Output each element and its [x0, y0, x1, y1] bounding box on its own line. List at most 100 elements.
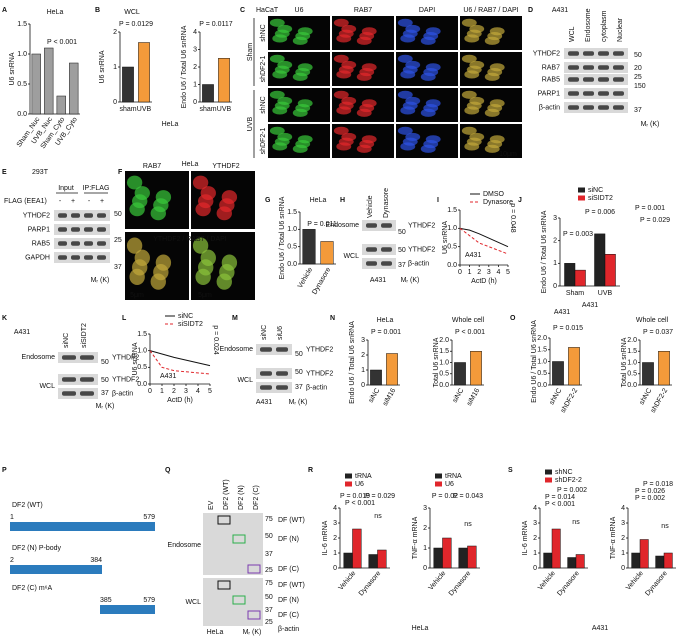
cell-signal	[489, 63, 505, 72]
fraction-label: Endosome	[326, 222, 360, 229]
p-value: P = 0.019	[340, 493, 370, 500]
box	[217, 515, 231, 525]
chart-title: Whole cell	[636, 317, 669, 324]
band	[381, 223, 392, 228]
panel-letter: L	[122, 315, 127, 322]
band	[381, 247, 392, 252]
column-label: siU6	[277, 326, 284, 340]
p-value: P = 0.015	[553, 325, 583, 332]
column-label: RAB7	[354, 7, 372, 14]
y-tick-label: 1.5	[627, 348, 637, 355]
y-tick-label: 0.0	[137, 381, 147, 388]
mw-marker: 50	[101, 377, 109, 384]
band	[568, 105, 579, 110]
residue: 1	[10, 514, 14, 521]
y-tick-label: 2	[113, 29, 117, 36]
cell-signal	[200, 186, 216, 200]
row-label: shNC	[260, 24, 267, 42]
column-label: Nuclear	[617, 17, 624, 42]
chart-title: HeLa	[47, 9, 64, 16]
legend-label: siNC	[178, 313, 193, 320]
blot	[564, 48, 628, 59]
band	[80, 355, 94, 360]
column-label: Endosome	[585, 8, 592, 42]
p-value: P = 0.002	[557, 487, 587, 494]
cell-signal	[297, 27, 313, 36]
x-axis-label: ActD (h)	[167, 397, 193, 404]
column-label: Vehicle	[367, 195, 374, 218]
band	[613, 51, 624, 56]
mw-marker: 37	[101, 390, 109, 397]
y-tick-label: 1	[361, 367, 365, 374]
x-tick-label: UVB	[217, 106, 232, 113]
column-label: cytoplasm	[601, 10, 608, 42]
cell-signal	[269, 126, 285, 135]
column-label: siNC	[261, 325, 268, 340]
x-tick-label: UVB	[598, 290, 613, 297]
y-axis-label: U6 snRNA	[442, 221, 449, 254]
row-label: DF (N)	[278, 536, 299, 543]
cell-label: HeLa	[207, 629, 224, 636]
y-tick-label: 1	[113, 64, 117, 71]
mw-marker: 50	[114, 211, 122, 218]
y-tick-label: 3	[361, 337, 365, 344]
band	[97, 255, 106, 260]
p-value: ns	[572, 519, 580, 526]
p-value: p = 0.024	[212, 325, 219, 354]
column-label: DF2 (WT)	[223, 479, 230, 510]
band	[276, 371, 288, 376]
band	[71, 241, 80, 246]
mr-label: Mᵣ (K)	[401, 277, 420, 284]
legend-label: siNC	[588, 187, 603, 194]
cell-signal	[425, 99, 441, 108]
p-value: ns	[374, 513, 382, 520]
row-label: DF (C)	[278, 612, 299, 619]
legend-label: U6	[355, 481, 364, 488]
y-tick-label: 1	[533, 550, 537, 557]
band	[598, 105, 609, 110]
row-label: β-actin	[112, 390, 133, 397]
construct-bar	[10, 565, 102, 574]
y-tick-label: 1	[553, 260, 557, 267]
band	[97, 213, 106, 218]
y-tick-label: 2.0	[537, 335, 547, 342]
cell-signal	[221, 254, 238, 271]
cell-signal	[397, 18, 413, 27]
bar	[639, 539, 649, 569]
y-tick-label: 1	[333, 550, 337, 557]
fraction-label: Endosome	[168, 542, 202, 549]
y-tick-label: 0	[553, 283, 557, 290]
band	[71, 213, 80, 218]
panel-letter: R	[308, 467, 313, 474]
cell-label: A431	[14, 329, 30, 336]
y-tick-label: 0	[333, 565, 337, 572]
bar	[138, 42, 150, 103]
cell-signal	[469, 60, 485, 69]
panel-letter: A	[2, 7, 7, 14]
cell-signal	[461, 126, 477, 135]
mr-label: Mᵣ (K)	[243, 629, 262, 636]
row-label: YTHDF2	[306, 370, 333, 377]
cell-signal	[489, 135, 505, 144]
band	[598, 77, 609, 82]
cell-signal	[126, 175, 143, 190]
cell-label: HaCaT	[256, 7, 279, 14]
bar	[218, 58, 230, 103]
mw-marker: 50	[634, 52, 642, 59]
band	[276, 385, 288, 390]
y-tick-label: 0.0	[447, 262, 457, 269]
legend-label: tRNA	[355, 473, 372, 480]
y-tick-label: 1.5	[537, 347, 547, 354]
y-tick-label: 0.0	[17, 111, 27, 118]
band	[568, 51, 579, 56]
cell-label: HeLa	[412, 625, 429, 632]
bar	[202, 84, 214, 103]
row-label: PARP1	[28, 226, 51, 233]
cell-signal	[397, 126, 413, 135]
construct-name: DF2 (N) P-body	[12, 545, 62, 552]
group-label: Input	[58, 185, 74, 192]
y-axis-label: Endo U6 / Total U6 snRNA	[279, 196, 286, 279]
p-value: P < 0.001	[455, 329, 485, 336]
chart-title: Whole cell	[452, 317, 485, 324]
